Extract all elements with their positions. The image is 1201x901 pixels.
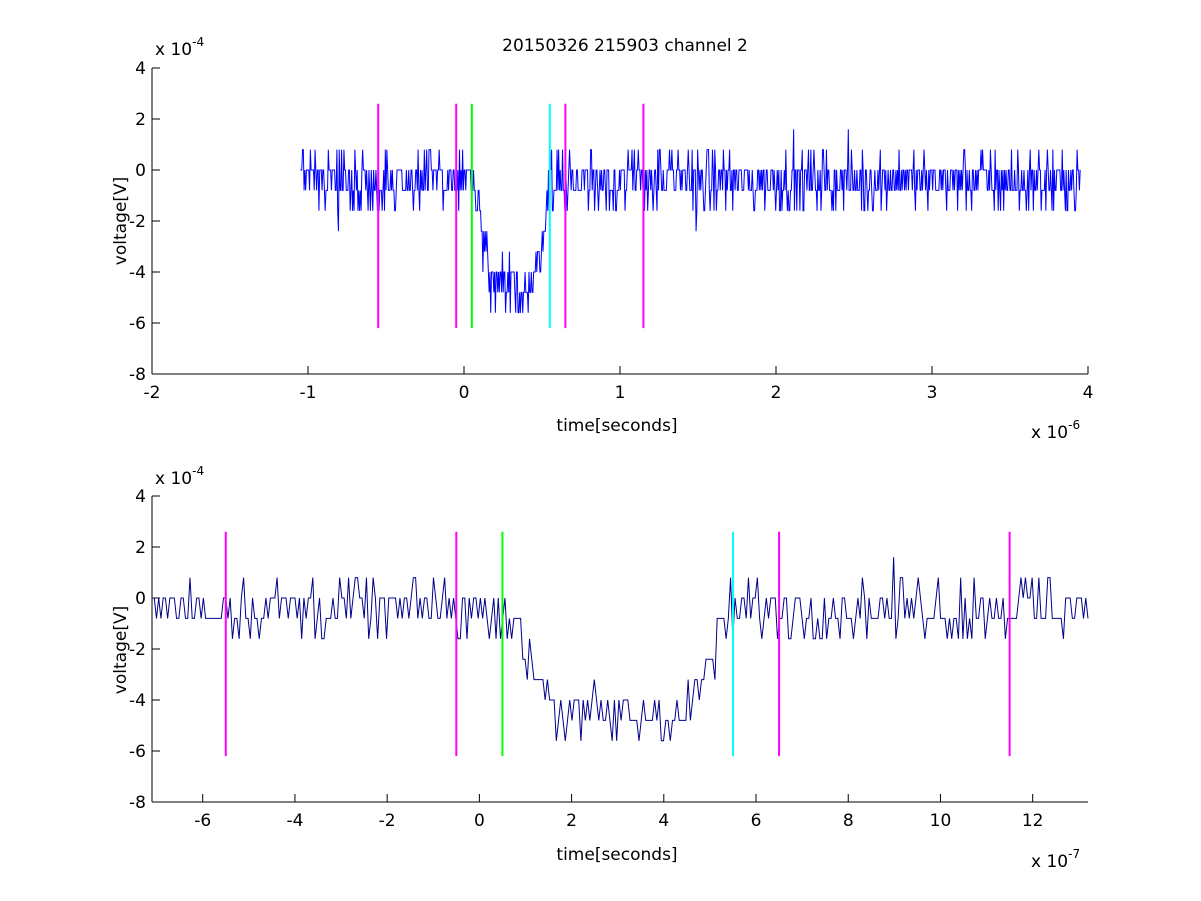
y-exponent-label: x 10-4: [155, 464, 204, 489]
x-exponent-label: x 10-7: [1031, 847, 1080, 872]
x-tick-label: 12: [1022, 811, 1044, 831]
x-tick-label: 8: [843, 811, 854, 831]
x-tick-label: -6: [194, 811, 211, 831]
x-axis-label: time[seconds]: [556, 845, 677, 865]
y-tick-label: -8: [129, 793, 146, 813]
y-tick-label: -6: [129, 742, 146, 762]
x-tick-label: 10: [930, 811, 952, 831]
plot-content: -8 -6 -4 -2 0 2 4 -2 -1 0 1 2 3 4: [129, 59, 1093, 403]
y-tick-label: -2: [129, 640, 146, 660]
x-tick-label: 4: [1083, 383, 1094, 403]
y-axis-label: voltage[V]: [111, 606, 131, 694]
x-exponent-label: x 10-6: [1031, 418, 1080, 443]
x-tick-label: 6: [751, 811, 762, 831]
y-tick-label: 4: [135, 59, 146, 79]
x-tick-label: 0: [474, 811, 485, 831]
x-tick-label: 1: [615, 383, 626, 403]
y-tick-label: 2: [135, 538, 146, 558]
signal-trace: [300, 129, 1081, 314]
x-tick-label: -4: [286, 811, 303, 831]
x-tick-label: -2: [144, 383, 161, 403]
y-axis-label: voltage[V]: [111, 177, 131, 265]
signal-trace: [152, 557, 1089, 742]
y-tick-label: -4: [129, 263, 146, 283]
x-tick-label: -2: [379, 811, 396, 831]
y-tick-label: -6: [129, 314, 146, 334]
y-tick-label: -8: [129, 365, 146, 385]
top-plot: 20150326 215903 channel 2 x 10-4 voltage…: [111, 35, 1093, 443]
y-tick-label: 2: [135, 110, 146, 130]
chart-title: 20150326 215903 channel 2: [502, 36, 748, 56]
y-tick-label: 0: [135, 589, 146, 609]
y-tick-label: -2: [129, 212, 146, 232]
y-exponent-label: x 10-4: [155, 35, 204, 60]
plot-content: -8 -6 -4 -2 0 2 4 -6 -4 -2 0 2 4 6 8 10 12: [129, 487, 1089, 831]
y-tick-label: 0: [135, 161, 146, 181]
x-tick-label: 0: [459, 383, 470, 403]
x-tick-label: -1: [300, 383, 317, 403]
x-axis-label: time[seconds]: [556, 416, 677, 436]
y-tick-label: -4: [129, 691, 146, 711]
bottom-plot: x 10-4 voltage[V] time[seconds] x 10-7 -…: [111, 464, 1089, 872]
x-tick-label: 2: [566, 811, 577, 831]
x-tick-label: 3: [927, 383, 938, 403]
x-tick-label: 4: [658, 811, 669, 831]
x-tick-label: 2: [771, 383, 782, 403]
y-tick-label: 4: [135, 487, 146, 507]
